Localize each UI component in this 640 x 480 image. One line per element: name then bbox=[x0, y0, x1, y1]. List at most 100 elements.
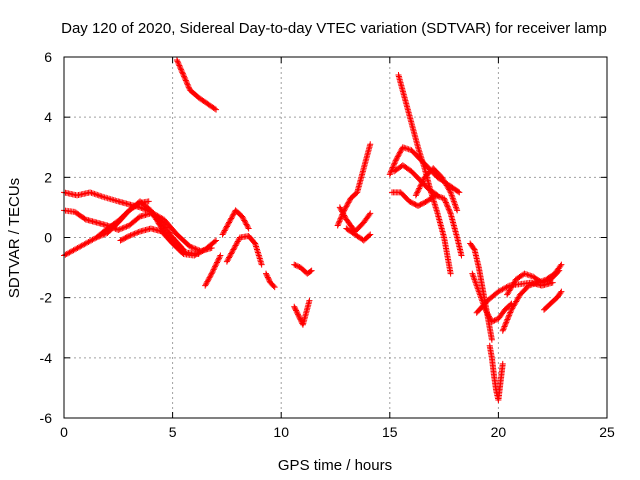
data-point bbox=[230, 211, 237, 218]
satellite-track bbox=[117, 225, 220, 259]
data-point bbox=[367, 210, 374, 217]
data-point bbox=[135, 214, 142, 221]
data-point bbox=[445, 204, 452, 211]
data-point bbox=[244, 224, 251, 231]
data-point bbox=[396, 149, 403, 156]
data-point bbox=[396, 150, 403, 157]
data-point bbox=[222, 226, 229, 233]
data-point bbox=[120, 224, 127, 231]
data-point bbox=[234, 239, 241, 246]
grid bbox=[64, 57, 607, 418]
data-point bbox=[442, 198, 449, 205]
data-point bbox=[308, 267, 315, 274]
x-tick-label: 15 bbox=[382, 424, 398, 440]
data-point bbox=[203, 279, 210, 286]
data-point bbox=[393, 156, 400, 163]
data-point bbox=[263, 271, 270, 278]
data-point bbox=[416, 185, 423, 192]
data-point bbox=[208, 270, 215, 277]
data-point bbox=[226, 219, 233, 226]
satellite-track bbox=[504, 267, 563, 298]
data-point bbox=[179, 70, 186, 77]
data-point bbox=[505, 313, 512, 320]
data-point bbox=[392, 159, 399, 166]
data-point bbox=[420, 177, 427, 184]
data-point bbox=[401, 144, 408, 151]
data-point bbox=[544, 277, 551, 284]
data-point bbox=[366, 211, 373, 218]
data-point bbox=[458, 252, 465, 259]
data-point bbox=[417, 182, 424, 189]
data-point bbox=[538, 279, 545, 286]
data-point bbox=[138, 204, 145, 211]
data-point bbox=[445, 206, 452, 213]
data-point bbox=[367, 141, 374, 148]
data-point bbox=[339, 209, 346, 216]
data-point bbox=[229, 212, 236, 219]
data-point bbox=[455, 188, 462, 195]
y-tick-label: 0 bbox=[44, 230, 52, 246]
data-point bbox=[134, 229, 141, 236]
data-point bbox=[232, 242, 239, 249]
data-point bbox=[95, 192, 102, 199]
data-point bbox=[223, 224, 230, 231]
data-point bbox=[184, 81, 191, 88]
data-point bbox=[213, 106, 220, 113]
data-point bbox=[244, 222, 251, 229]
data-point bbox=[394, 153, 401, 160]
data-point bbox=[338, 207, 345, 214]
data-point bbox=[126, 232, 133, 239]
data-point bbox=[212, 263, 219, 270]
data-point bbox=[182, 76, 189, 83]
data-point bbox=[394, 154, 401, 161]
data-point bbox=[266, 277, 273, 284]
data-point bbox=[499, 360, 506, 367]
data-point bbox=[185, 82, 192, 89]
data-point bbox=[123, 223, 130, 230]
data-point bbox=[503, 319, 510, 326]
data-point bbox=[228, 249, 235, 256]
data-point bbox=[96, 233, 103, 240]
data-point bbox=[181, 74, 188, 81]
data-point bbox=[181, 73, 188, 80]
data-point bbox=[175, 61, 182, 68]
data-point bbox=[292, 262, 299, 269]
data-point bbox=[543, 278, 550, 285]
data-point bbox=[482, 306, 489, 313]
data-point bbox=[344, 202, 351, 209]
data-point bbox=[224, 257, 231, 264]
data-point bbox=[98, 193, 105, 200]
data-point bbox=[220, 230, 227, 237]
data-point bbox=[226, 218, 233, 225]
data-point bbox=[211, 238, 218, 245]
data-point bbox=[418, 179, 425, 186]
data-point bbox=[397, 148, 404, 155]
data-point bbox=[265, 275, 272, 282]
data-point bbox=[228, 215, 235, 222]
data-point bbox=[500, 324, 507, 331]
y-axis-label: SDTVAR / TECUs bbox=[6, 178, 23, 298]
data-point bbox=[210, 266, 217, 273]
data-point bbox=[456, 189, 463, 196]
data-point bbox=[336, 204, 343, 211]
data-point bbox=[242, 220, 249, 227]
data-point bbox=[264, 274, 271, 281]
data-point bbox=[415, 186, 422, 193]
satellite-track bbox=[336, 204, 374, 235]
data-point bbox=[225, 255, 232, 262]
satellite-track bbox=[334, 141, 374, 229]
data-point bbox=[392, 157, 399, 164]
data-point bbox=[176, 62, 183, 69]
data-point bbox=[97, 192, 104, 199]
satellite-track bbox=[223, 232, 265, 268]
data-point bbox=[131, 230, 138, 237]
data-point bbox=[204, 278, 211, 285]
axis-ticks: 0 5 10 15 20 25 -6 -4 -2 0 2 4 6 bbox=[40, 49, 615, 440]
data-point bbox=[504, 316, 511, 323]
satellite-track bbox=[262, 270, 278, 291]
data-point bbox=[387, 169, 394, 176]
data-point bbox=[395, 152, 402, 159]
data-point bbox=[507, 309, 514, 316]
data-point bbox=[176, 63, 183, 70]
data-point bbox=[183, 78, 190, 85]
